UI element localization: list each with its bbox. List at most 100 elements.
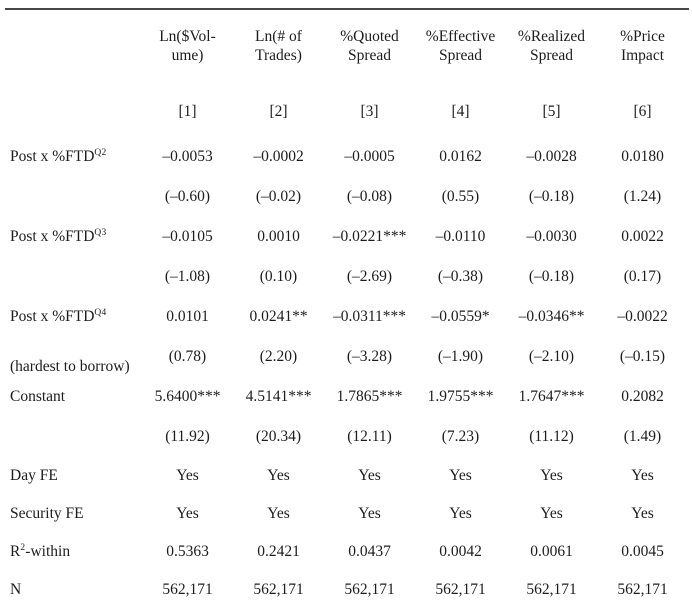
- summary-cell: Yes: [631, 505, 654, 522]
- column-index-row: [1] [2] [3] [4] [5] [6]: [4, 87, 688, 137]
- row-label: [4, 417, 142, 457]
- tstat-cell: (11.12): [529, 428, 574, 445]
- col-index-1: [1]: [178, 103, 197, 120]
- coef-cell: 4.5141***: [245, 388, 312, 405]
- tstat-cell: (7.23): [441, 428, 480, 445]
- table-top-rule: [5, 8, 689, 10]
- table-row-tstat-ftdq3: (–1.08) (0.10) (–2.69) (–0.38) (–0.18) (…: [4, 257, 688, 297]
- coef-cell: –0.0311***: [332, 308, 407, 325]
- col-header-line2: Spread: [347, 47, 392, 64]
- row-label-superscript: 2: [20, 543, 26, 553]
- summary-cell: Yes: [540, 467, 563, 484]
- table-row-coef-ftdq3: Post x %FTDQ3 –0.0105 0.0010 –0.0221*** …: [4, 217, 688, 257]
- coef-cell: –0.0105: [162, 228, 213, 245]
- summary-cell: 0.0042: [439, 543, 482, 560]
- tstat-cell: (–0.38): [437, 268, 484, 285]
- col-header-line1: %Quoted: [340, 28, 399, 45]
- summary-cell: 562,171: [253, 581, 304, 598]
- summary-cell: 0.2421: [257, 543, 300, 560]
- col-index-2: [2]: [269, 103, 288, 120]
- tstat-cell: (–2.69): [346, 268, 393, 285]
- summary-cell: Yes: [631, 467, 654, 484]
- summary-cell: Yes: [540, 505, 563, 522]
- tstat-cell: (–0.02): [255, 188, 302, 205]
- col-header-line2: ume): [171, 47, 204, 64]
- row-label: Day FE: [10, 467, 58, 484]
- summary-cell: 0.0437: [348, 543, 391, 560]
- coef-cell: 0.0101: [166, 308, 209, 325]
- coef-cell: 0.0241**: [249, 308, 308, 325]
- tstat-cell: (–0.15): [619, 348, 666, 365]
- col-index-3: [3]: [360, 103, 379, 120]
- col-header-line2: Spread: [529, 47, 574, 64]
- col-header-4: %Effective Spread: [415, 10, 506, 87]
- coef-cell: 0.2082: [621, 388, 664, 405]
- table-row-coef-ftdq4: Post x %FTDQ4 0.0101 0.0241** –0.0311***…: [4, 297, 688, 337]
- coef-cell: 1.7865***: [336, 388, 403, 405]
- summary-cell: 562,171: [617, 581, 668, 598]
- tstat-cell: (0.10): [259, 268, 298, 285]
- summary-cell: 562,171: [435, 581, 486, 598]
- coef-cell: –0.0559*: [431, 308, 490, 325]
- table-row-tstat-constant: (11.92) (20.34) (12.11) (7.23) (11.12) (…: [4, 417, 688, 457]
- coef-cell: –0.0028: [526, 148, 577, 165]
- summary-cell: Yes: [267, 467, 290, 484]
- summary-cell: 562,171: [526, 581, 577, 598]
- tstat-cell: (–1.08): [164, 268, 211, 285]
- tstat-cell: (0.78): [168, 348, 207, 365]
- col-header-3: %Quoted Spread: [324, 10, 415, 87]
- row-label: Post x %FTDQ4: [10, 308, 107, 325]
- coef-cell: –0.0005: [344, 148, 395, 165]
- index-spacer: [4, 87, 142, 137]
- coef-cell: 0.0010: [257, 228, 300, 245]
- tstat-cell: (–3.28): [346, 348, 393, 365]
- table-row-coef-constant: Constant 5.6400*** 4.5141*** 1.7865*** 1…: [4, 377, 688, 417]
- summary-cell: 562,171: [344, 581, 395, 598]
- tstat-cell: (20.34): [255, 428, 302, 445]
- col-header-line1: Ln(# of: [255, 28, 302, 45]
- row-label-superscript: Q3: [94, 228, 107, 238]
- summary-cell: 0.0045: [621, 543, 664, 560]
- summary-cell: 0.5363: [166, 543, 209, 560]
- summary-cell: Yes: [449, 467, 472, 484]
- row-label-superscript: Q2: [94, 148, 107, 158]
- summary-cell: Yes: [176, 467, 199, 484]
- row-label: R2-within: [10, 543, 71, 560]
- col-header-1: Ln($Vol- ume): [142, 10, 233, 87]
- col-index-4: [4]: [451, 103, 470, 120]
- summary-cell: Yes: [358, 505, 381, 522]
- summary-cell: Yes: [176, 505, 199, 522]
- tstat-cell: (11.92): [165, 428, 210, 445]
- coef-cell: 5.6400***: [154, 388, 221, 405]
- table-row-r2-within: R2-within 0.5363 0.2421 0.0437 0.0042 0.…: [4, 533, 688, 571]
- summary-cell: 0.0061: [530, 543, 573, 560]
- row-sublabel: (hardest to borrow): [10, 358, 130, 375]
- summary-cell: Yes: [267, 505, 290, 522]
- tstat-cell: (2.20): [259, 348, 298, 365]
- coef-cell: 0.0162: [439, 148, 482, 165]
- tstat-cell: (–0.08): [346, 188, 393, 205]
- col-header-line2: Impact: [620, 47, 665, 64]
- col-header-2: Ln(# of Trades): [233, 10, 324, 87]
- coef-cell: –0.0110: [435, 228, 486, 245]
- col-index-6: [6]: [633, 103, 652, 120]
- row-label: [4, 257, 142, 297]
- coef-cell: –0.0002: [253, 148, 304, 165]
- coef-cell: –0.0030: [526, 228, 577, 245]
- tstat-cell: (–0.60): [164, 188, 211, 205]
- coef-cell: –0.0022: [617, 308, 668, 325]
- coef-cell: 0.0180: [621, 148, 664, 165]
- row-label-superscript: Q4: [94, 308, 107, 318]
- table-row-n-obs: N 562,171 562,171 562,171 562,171 562,17…: [4, 571, 688, 606]
- column-header-row: Ln($Vol- ume) Ln(# of Trades) %Quoted Sp…: [4, 10, 688, 87]
- summary-cell: Yes: [449, 505, 472, 522]
- row-label: Security FE: [10, 505, 84, 522]
- tstat-cell: (–1.90): [437, 348, 484, 365]
- table-row-tstat-ftdq2: (–0.60) (–0.02) (–0.08) (0.55) (–0.18) (…: [4, 177, 688, 217]
- table-row-tstat-ftdq4: (hardest to borrow) (0.78) (2.20) (–3.28…: [4, 337, 688, 377]
- coef-cell: –0.0053: [162, 148, 213, 165]
- coef-cell: 1.9755***: [427, 388, 494, 405]
- tstat-cell: (12.11): [347, 428, 392, 445]
- tstat-cell: (1.24): [623, 188, 662, 205]
